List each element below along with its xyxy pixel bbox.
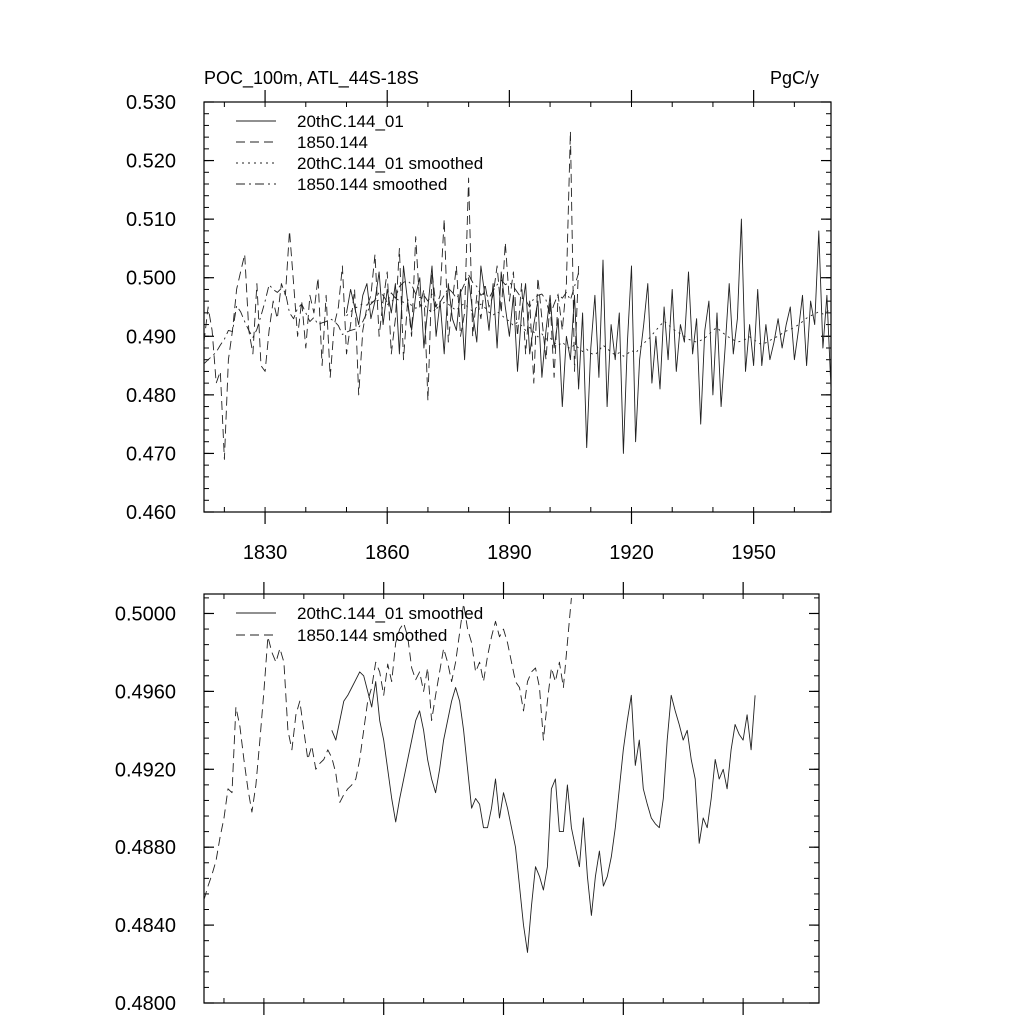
x-tick-label: 1830 xyxy=(243,542,288,564)
bottom-panel: 0.4800 0.4840 0.4880 0.4920 0.4960 0.5000 20th… xyxy=(115,582,820,1015)
x-tick-label: 1860 xyxy=(365,542,410,564)
y-tick-label: 0.520 xyxy=(126,151,176,173)
y-tick-label: 0.5000 xyxy=(115,603,176,625)
y-tick-label: 0.530 xyxy=(126,92,176,114)
legend-label: 1850.144 smoothed xyxy=(297,626,447,645)
legend-label: 1850.144 xyxy=(297,133,368,152)
y-tick-label: 0.4920 xyxy=(115,759,176,781)
series-line-20thc-144-01-smoothed xyxy=(331,671,756,953)
y-tick-label: 0.4800 xyxy=(115,993,176,1015)
y-tick-label: 0.4840 xyxy=(115,915,176,937)
plot-frame xyxy=(203,593,820,1004)
series-line-1850-144 xyxy=(204,130,580,460)
chart-title-left: POC_100m, ATL_44S-18S xyxy=(204,68,419,89)
x-tick-label: 1920 xyxy=(609,542,654,564)
legend-label: 20thC.144_01 smoothed xyxy=(297,154,483,173)
y-tick-label: 0.500 xyxy=(126,268,176,290)
y-tick-label: 0.460 xyxy=(126,502,176,524)
series-line-20thc-144-01 xyxy=(346,218,831,454)
y-tick-label: 0.470 xyxy=(126,443,176,465)
y-tick-label: 0.490 xyxy=(126,326,176,348)
x-tick-label: 1890 xyxy=(487,542,532,564)
y-tick-label: 0.480 xyxy=(126,385,176,407)
legend-label: 1850.144 smoothed xyxy=(297,175,447,194)
chart-title-right: PgC/y xyxy=(770,68,819,88)
series-line-1850-144-smoothed xyxy=(204,272,580,365)
y-tick-label: 0.4880 xyxy=(115,837,176,859)
x-tick-label: 1950 xyxy=(731,542,776,564)
legend-label: 20thC.144_01 smoothed xyxy=(297,604,483,623)
top-panel: 0.460 0.470 0.480 0.490 0.500 0.510 0.520 0.530… xyxy=(126,90,832,564)
legend-label: 20thC.144_01 xyxy=(297,112,404,131)
y-tick-label: 0.4960 xyxy=(115,681,176,703)
plot-frame xyxy=(203,101,832,513)
series-line-1850-144-smoothed xyxy=(204,597,572,900)
y-tick-label: 0.510 xyxy=(126,209,176,231)
